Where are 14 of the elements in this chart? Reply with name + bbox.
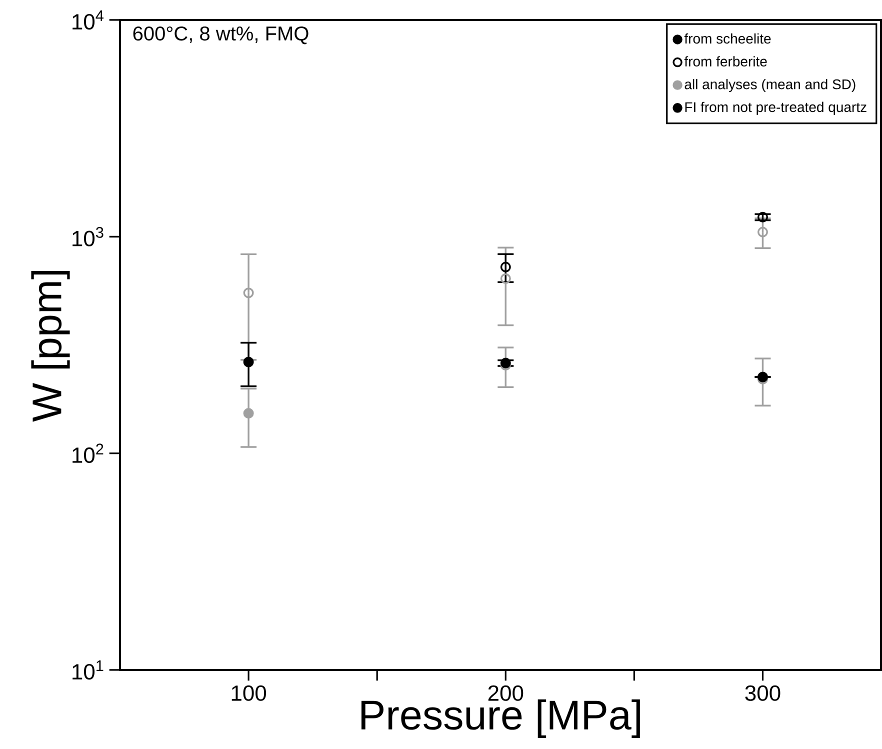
y-tick-label: 10$^{1}$ bbox=[72, 660, 104, 680]
y-tick-label: 10$^{3}$ bbox=[72, 226, 104, 246]
x-axis-title: Pressure [MPa] bbox=[361, 699, 640, 738]
legend-label: from scheelite bbox=[684, 33, 771, 44]
x-tick-label: 300 bbox=[745, 685, 780, 701]
legend-label: all analyses (mean and SD) bbox=[684, 79, 856, 92]
x-tick-label: 200 bbox=[488, 685, 524, 701]
x-tick-label: 100 bbox=[232, 685, 266, 701]
chart-title: 600°C, 8 wt%, FMQ bbox=[133, 26, 308, 44]
y-axis-title: W [ppm] bbox=[31, 271, 70, 422]
y-tick-label: 10$^{4}$ bbox=[72, 10, 104, 30]
legend-label: from ferberite bbox=[684, 56, 767, 66]
annotation: FI from not pre-treated quartz bbox=[685, 102, 866, 115]
y-tick-label: 10$^{2}$ bbox=[72, 444, 104, 463]
